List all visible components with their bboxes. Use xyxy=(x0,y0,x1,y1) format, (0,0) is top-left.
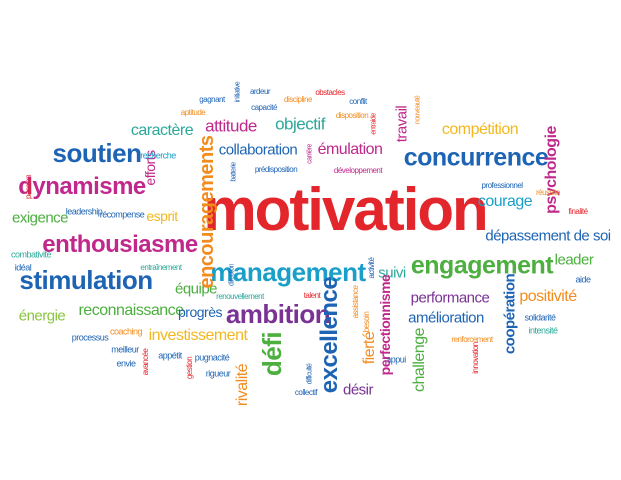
word-positivite: positivité xyxy=(519,288,577,305)
word-rivalite: rivalité xyxy=(234,363,251,407)
word-difficulte: difficulté xyxy=(306,363,314,385)
word-psychologie: psychologie xyxy=(543,126,560,214)
word-aide: aide xyxy=(575,274,591,285)
word-aptitude: aptitude xyxy=(180,108,206,117)
word-challenge: challenge xyxy=(411,328,428,392)
word-esprit: esprit xyxy=(146,208,178,224)
word-excellence: excellence xyxy=(316,276,343,394)
word-collectif: collectif xyxy=(294,388,318,397)
word-intensite: intensité xyxy=(528,325,558,336)
word-direction: direction xyxy=(228,264,236,286)
word-motivation: motivation xyxy=(203,176,488,243)
word-equipe: équipe xyxy=(174,280,218,298)
word-desir: désir xyxy=(342,381,374,399)
word-competition: compétition xyxy=(441,121,519,138)
word-professionnel: professionnel xyxy=(481,181,523,190)
word-predisposition: prédisposition xyxy=(254,165,298,174)
word-investissement: investissement xyxy=(148,327,248,344)
word-attitude: attitude xyxy=(205,116,257,136)
word-leader: leader xyxy=(554,251,594,269)
word-defi: défi xyxy=(257,331,287,377)
word-caractere: caractère xyxy=(130,122,194,139)
word-travail: travail xyxy=(393,105,411,143)
word-batterie: batterie xyxy=(230,162,238,182)
word-processus: processus xyxy=(71,332,109,343)
word-appui: appui xyxy=(386,354,406,365)
word-obstacles: obstacles xyxy=(315,88,345,97)
word-suivi: suivi xyxy=(378,264,406,282)
word-entraide: entraide xyxy=(370,113,378,135)
word-meilleur: meilleur xyxy=(111,344,139,355)
word-initiative: initiative xyxy=(234,81,242,103)
word-nouveaute: nouveauté xyxy=(414,95,422,125)
word-collaboration: collaboration xyxy=(218,141,298,159)
word-gestion: gestion xyxy=(185,356,194,380)
word-engagement: engagement xyxy=(410,251,554,280)
word-recompense: récompense xyxy=(99,209,145,220)
word-reconnaissance: reconnaissance xyxy=(78,302,184,319)
word-stimulation: stimulation xyxy=(19,265,153,295)
word-ambition: ambition xyxy=(225,299,331,329)
word-entrainement: entraînement xyxy=(140,263,182,272)
word-disposition: disposition xyxy=(335,111,369,120)
word-combativite: combativité xyxy=(10,249,52,260)
word-performance: performance xyxy=(410,289,490,307)
word-reussite: réussite xyxy=(535,188,561,197)
word-fierte: fierté xyxy=(361,331,378,365)
word-ideal: idéal xyxy=(14,262,32,273)
word-dynamisme: dynamisme xyxy=(18,173,146,200)
word-developpement: développement xyxy=(333,166,383,175)
word-carriere: carrière xyxy=(306,144,314,164)
word-conflit: conflit xyxy=(349,97,367,106)
word-objectif: objectif xyxy=(275,114,325,134)
word-encouragements: encouragements xyxy=(196,135,218,289)
word-besoin: besoin xyxy=(362,311,371,333)
word-solidarite: solidarité xyxy=(524,312,556,323)
word-depassement: dépassement de soi xyxy=(485,227,611,245)
word-appetit: appétit xyxy=(158,350,182,361)
word-courage: courage xyxy=(477,193,533,210)
word-concurrence: concurrence xyxy=(403,143,549,172)
word-talent: talent xyxy=(303,291,321,300)
word-rigueur: rigueur xyxy=(205,368,231,379)
word-management: management xyxy=(210,257,366,287)
word-gagnant: gagnant xyxy=(199,95,225,104)
word-renouvellement: renouvellement xyxy=(216,292,264,301)
word-capacite: capacité xyxy=(251,103,277,112)
word-innovation: innovation xyxy=(471,342,480,374)
word-energie: énergie xyxy=(18,307,66,325)
word-progres: progrès xyxy=(178,304,222,320)
word-avancee: avancée xyxy=(141,348,150,376)
word-pugnacite: pugnacité xyxy=(194,352,230,363)
word-envie: envie xyxy=(116,358,136,369)
word-emulation: émulation xyxy=(317,141,383,158)
word-finalite: finalité xyxy=(568,207,588,216)
word-passion: passion xyxy=(24,174,33,200)
word-leadership: leadership xyxy=(65,206,103,217)
word-recherche: recherche xyxy=(140,150,176,161)
word-amelioration: amélioration xyxy=(408,309,484,327)
word-soutien: soutien xyxy=(52,138,142,168)
word-cooperation: coopération xyxy=(501,273,519,355)
word-ardeur: ardeur xyxy=(249,87,271,96)
word-activite: activité xyxy=(367,257,376,279)
word-exigence: exigence xyxy=(11,209,69,227)
word-renforcement: renforcement xyxy=(451,335,493,344)
word-coaching: coaching xyxy=(109,326,143,337)
word-discipline: discipline xyxy=(284,95,312,104)
word-enthousiasme: enthousiasme xyxy=(42,231,198,258)
word-assistance: assistance xyxy=(351,285,360,319)
